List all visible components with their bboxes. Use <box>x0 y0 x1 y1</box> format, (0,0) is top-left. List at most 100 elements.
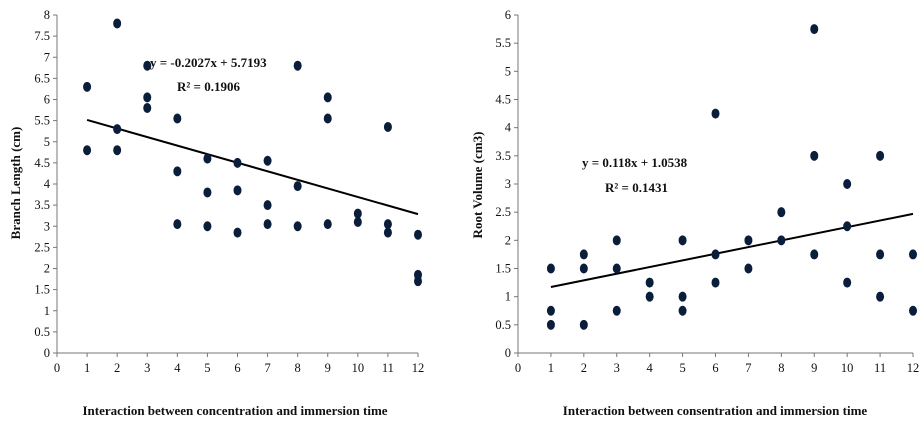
y-tick-label: 0 <box>44 346 50 360</box>
x-tick-label: 9 <box>811 361 817 375</box>
trendline <box>86 118 419 216</box>
data-point <box>323 92 332 103</box>
data-point <box>546 319 555 330</box>
trendline-r2: R² = 0.1906 <box>177 79 240 94</box>
y-tick-label: 1.5 <box>495 262 511 276</box>
data-point <box>173 113 182 124</box>
x-tick-label: 8 <box>295 361 301 375</box>
data-point <box>678 235 687 246</box>
data-point <box>843 277 852 288</box>
x-tick-label: 12 <box>907 361 920 375</box>
data-point <box>876 291 885 302</box>
x-tick-label: 9 <box>325 361 331 375</box>
data-point <box>83 81 92 92</box>
data-point <box>546 305 555 316</box>
y-tick-label: 4.5 <box>495 93 511 107</box>
x-axis-title: Interaction between consentration and im… <box>563 403 868 418</box>
data-point <box>203 187 212 198</box>
x-tick-label: 10 <box>352 361 365 375</box>
data-point <box>579 249 588 260</box>
y-tick-label: 6.5 <box>34 71 50 85</box>
y-tick-label: 3 <box>44 219 50 233</box>
data-point <box>810 24 819 35</box>
data-point <box>810 150 819 161</box>
y-tick-label: 0.5 <box>495 318 511 332</box>
data-point <box>579 263 588 274</box>
y-tick-label: 1.5 <box>34 283 50 297</box>
x-tick-label: 12 <box>412 361 425 375</box>
trendline-r2: R² = 0.1431 <box>605 180 668 195</box>
data-point <box>233 157 242 168</box>
data-point <box>143 92 152 103</box>
data-point <box>909 305 917 316</box>
x-tick-label: 6 <box>712 361 718 375</box>
data-point <box>113 124 122 135</box>
data-point <box>293 221 302 232</box>
data-point <box>263 155 272 166</box>
data-point <box>612 263 621 274</box>
data-point <box>678 305 687 316</box>
y-axis-title: Root Volume (cm3) <box>470 132 485 239</box>
data-point <box>143 60 152 71</box>
y-tick-label: 0.5 <box>34 325 50 339</box>
y-axis-title: Branch Length (cm) <box>8 127 23 240</box>
x-tick-label: 3 <box>614 361 620 375</box>
x-axis-title: Interaction between concentration and im… <box>82 403 387 418</box>
data-point <box>353 208 362 219</box>
x-tick-label: 4 <box>174 361 181 375</box>
data-point <box>777 235 786 246</box>
data-point <box>711 277 720 288</box>
data-point <box>876 150 885 161</box>
data-point <box>203 221 212 232</box>
data-point <box>414 229 422 240</box>
x-tick-label: 3 <box>144 361 150 375</box>
y-tick-label: 3 <box>505 177 511 191</box>
y-tick-label: 7.5 <box>34 29 50 43</box>
y-tick-label: 5.5 <box>495 36 511 50</box>
data-point <box>383 227 392 238</box>
data-point <box>83 145 92 156</box>
data-point <box>173 219 182 230</box>
y-tick-label: 8 <box>44 8 50 22</box>
y-tick-label: 6 <box>505 8 511 22</box>
y-tick-label: 2.5 <box>34 240 50 254</box>
data-point <box>383 121 392 132</box>
y-tick-label: 1 <box>505 290 511 304</box>
y-tick-label: 5 <box>44 135 50 149</box>
data-point <box>233 227 242 238</box>
data-point <box>203 153 212 164</box>
data-point <box>383 219 392 230</box>
x-tick-label: 1 <box>548 361 554 375</box>
x-tick-label: 7 <box>264 361 270 375</box>
data-point <box>843 179 852 189</box>
data-point <box>293 181 302 192</box>
y-tick-label: 4.5 <box>34 156 50 170</box>
x-tick-label: 2 <box>114 361 120 375</box>
data-point <box>113 145 122 156</box>
data-point <box>233 185 242 196</box>
x-tick-label: 0 <box>54 361 60 375</box>
data-point <box>876 249 885 260</box>
data-point <box>612 235 621 246</box>
data-point <box>263 219 272 230</box>
data-point <box>173 166 182 177</box>
data-point <box>323 219 332 230</box>
x-tick-label: 11 <box>382 361 394 375</box>
x-tick-label: 5 <box>679 361 685 375</box>
data-point <box>678 291 687 302</box>
data-point <box>843 221 852 232</box>
x-tick-label: 11 <box>874 361 886 375</box>
x-tick-label: 5 <box>204 361 210 375</box>
data-point <box>645 291 654 302</box>
y-tick-label: 6 <box>44 93 50 107</box>
y-tick-label: 7 <box>44 50 50 64</box>
data-point <box>744 235 753 246</box>
y-tick-label: 2 <box>505 233 511 247</box>
data-point <box>711 249 720 260</box>
x-tick-label: 0 <box>515 361 521 375</box>
y-tick-label: 2 <box>44 262 50 276</box>
trendline <box>550 212 914 288</box>
x-tick-label: 10 <box>841 361 854 375</box>
x-tick-label: 4 <box>647 361 654 375</box>
